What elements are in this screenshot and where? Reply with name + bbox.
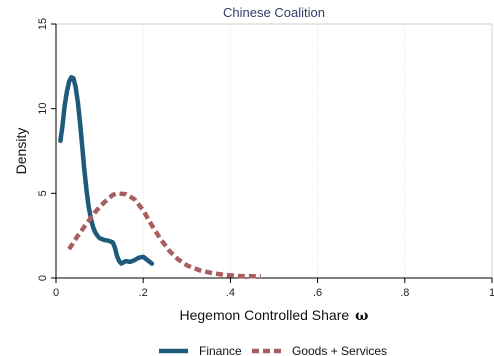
plot-area — [55, 23, 493, 279]
x-axis-title: Hegemon Controlled Share ω — [180, 307, 369, 324]
x-tick-label-1: .2 — [139, 287, 148, 299]
legend: Finance Goods + Services — [159, 344, 387, 356]
x-tick-label-0: 0 — [53, 287, 59, 299]
y-tick-label-3: 15 — [37, 18, 49, 30]
y-axis-title: Density — [13, 128, 29, 175]
legend-label-goods-services: Goods + Services — [292, 344, 387, 356]
x-axis-title-text: Hegemon Controlled Share — [180, 307, 350, 323]
x-tick-label-3: .6 — [313, 287, 322, 299]
x-axis-ticks: 0 .2 .4 .6 .8 1 — [53, 278, 494, 299]
x-tick-label-4: .8 — [400, 287, 409, 299]
chart-title: Chinese Coalition — [223, 5, 325, 20]
series-line-finance — [58, 75, 155, 266]
series-line-goods-services — [67, 191, 261, 279]
x-tick-label-5: 1 — [489, 287, 494, 299]
y-tick-label-0: 0 — [37, 275, 49, 281]
legend-label-finance: Finance — [199, 344, 242, 356]
x-axis-title-symbol: ω — [355, 308, 368, 324]
y-axis-ticks: 0 5 10 15 — [37, 18, 56, 281]
y-tick-label-1: 5 — [37, 190, 49, 196]
y-tick-label-2: 10 — [37, 103, 49, 115]
series-lines — [58, 75, 261, 279]
grid-lines — [142, 24, 493, 278]
x-tick-label-2: .4 — [226, 287, 235, 299]
